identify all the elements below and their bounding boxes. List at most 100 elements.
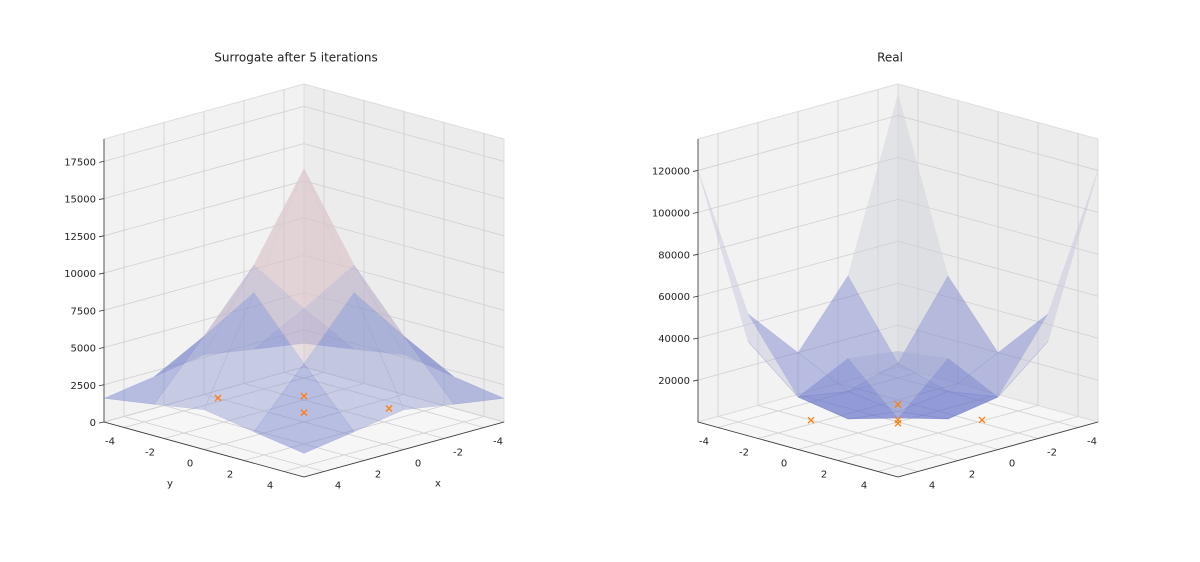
x-tick-label: 0 [415,459,421,470]
surface-patch [947,313,1049,398]
axis-line [303,421,505,478]
grid-line [897,115,1099,171]
tick [692,211,699,214]
z-tick-label: 20000 [658,376,690,387]
y-tick-label: 2 [227,470,233,481]
surface-patch [303,168,405,337]
grid-line [797,394,999,450]
x-tick-label: -2 [1047,448,1057,459]
surface-patch [847,350,949,419]
grid-line [897,198,1099,255]
grid-line [897,282,1099,339]
z-tick-label: 15000 [64,195,96,206]
z-tick-label: 60000 [658,292,690,303]
tick [692,295,699,298]
x-tick-label: 2 [375,470,381,481]
surface-patch [897,358,999,420]
tick [98,384,105,387]
grid-line [897,240,1099,297]
grid-line [163,383,365,439]
sample-point [300,392,308,400]
surface-patch [747,341,849,420]
grid-line [303,105,505,162]
grid-line [243,405,445,461]
y-tick-label: 2 [821,470,827,481]
panel: -4 -2 0 2 4 -4 -2 0 2 4 20000 40000 60000 80000 100000… [652,51,1100,492]
y-tick-label: -2 [739,448,749,459]
panel: -4 -2 0 2 4 -4 -2 0 2 4 0 2500 5000 7500 10000 12500 150… [64,51,506,492]
z-tick-label: 5000 [71,344,96,355]
grid-line [697,156,899,213]
grid-line [103,143,305,199]
surface-patch [253,168,355,365]
tick [98,235,105,238]
y-tick-label: -4 [105,437,115,448]
z-tick-label: 2500 [71,381,96,392]
tick [692,170,699,172]
grid-line [303,254,505,311]
grid-line [303,366,505,423]
z-tick-label: 80000 [658,250,690,261]
grid-line [303,217,505,274]
surface-patch [353,292,455,410]
surface-patch [203,264,305,356]
x-tick-label: 0 [1009,459,1015,470]
surface-patch [997,170,1099,398]
surface-patch [303,291,405,433]
surface-patch [303,264,405,356]
tick [98,160,105,163]
surface-patch [847,411,949,420]
grid-line [897,156,1099,213]
tick [692,337,699,340]
sample-point [214,394,222,402]
x-tick-label: 2 [969,470,975,481]
z-tick-label: 12500 [64,232,96,243]
sample-point [894,401,902,408]
grid-line [123,372,325,428]
grid-line [103,366,305,423]
chart-title: Surrogate after 5 iterations [214,51,377,65]
tick [692,379,699,382]
x-axis-label: x [435,479,441,490]
grid-line [303,292,505,348]
sample-point [385,405,393,412]
surface-patch [847,362,949,412]
z-tick-label: 100000 [652,208,690,219]
surface-patch [203,291,305,433]
grid-line [103,329,305,386]
surface-patch [697,170,799,398]
surface-patch [203,168,305,337]
surface-patch [897,275,999,392]
chart-title: Real [877,51,903,65]
grid-line [303,180,505,237]
z-tick-label: 17500 [64,157,96,168]
axis-line [103,421,305,478]
surface-patch [747,313,849,398]
surface-patch [847,93,949,364]
grid-line [757,383,959,439]
grid-line [697,324,899,381]
x-tick-label: -2 [453,448,463,459]
grid-line [697,240,899,297]
surface-patch [103,336,205,405]
y-axis-label: y [167,479,173,490]
grid-line [203,394,405,450]
grid-line [103,217,305,274]
grid-line [283,416,485,472]
grid-line [303,143,505,199]
tick [98,309,105,312]
y-tick-label: 0 [781,459,787,470]
surface-patch [797,275,899,392]
sample-point [300,409,308,417]
surface-patch [353,264,455,378]
grid-line [103,254,305,311]
y-tick-label: -2 [145,448,155,459]
grid-line [897,324,1099,381]
tick [692,253,699,256]
sample-point [807,416,815,424]
surface-patch [153,292,255,410]
z-tick-label: 40000 [658,334,690,345]
tick [98,272,105,275]
x-tick-label: -4 [493,437,503,448]
